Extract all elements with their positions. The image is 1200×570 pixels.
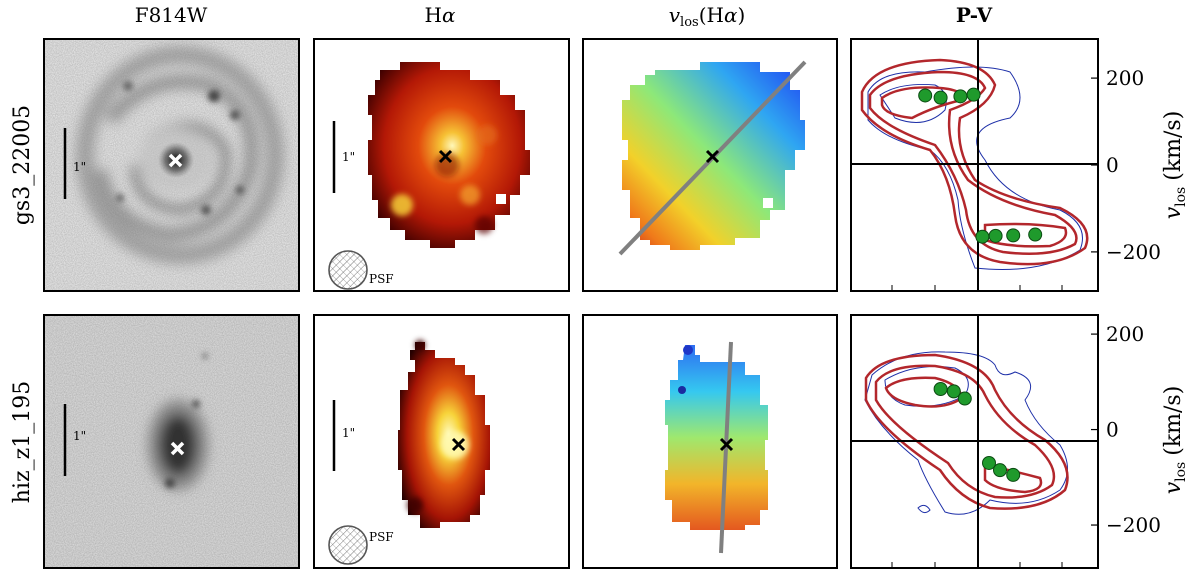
pv-data-point bbox=[1006, 467, 1021, 482]
velocity-frame-row2 bbox=[582, 314, 838, 569]
pv-data-point bbox=[1028, 227, 1043, 242]
pv-x-ticks-row1 bbox=[891, 285, 1063, 291]
pv-ylabel-unit-row1: (km/s) bbox=[1161, 111, 1186, 181]
pv-ylabel-unit-row2: (km/s) bbox=[1161, 386, 1186, 456]
velocity-map-row2 bbox=[665, 345, 768, 530]
scale-label-row2-f814w: 1" bbox=[73, 429, 86, 443]
pv-y-tick-label: 0 bbox=[1106, 418, 1119, 442]
center-marker-row2-velocity bbox=[719, 437, 734, 452]
pv-ylabel-v-row2: v bbox=[1161, 481, 1186, 494]
pv-contour-data-row1 bbox=[867, 66, 1083, 270]
scale-label-row1-halpha: 1" bbox=[342, 150, 355, 164]
pv-contour-data-row2 bbox=[864, 351, 1068, 515]
pv-data-point bbox=[993, 463, 1007, 478]
pv-data-point bbox=[957, 391, 972, 406]
pv-data-point bbox=[918, 88, 933, 103]
halpha-gap-row1 bbox=[496, 194, 506, 204]
pv-diagram-row2 bbox=[850, 314, 1099, 569]
column-title-velocity-v: v bbox=[669, 3, 681, 27]
pv-contour-model-inner2-row1 bbox=[983, 222, 1068, 248]
pv-ylabel-sub-row1: los bbox=[1173, 187, 1189, 207]
pv-y-ticks-row2: 200 0 −200 bbox=[1091, 322, 1161, 537]
center-marker-row2-halpha bbox=[451, 437, 466, 452]
psf-label-row2: PSF bbox=[369, 530, 394, 544]
pv-y-tick-label: −200 bbox=[1106, 240, 1161, 264]
pv-ylabel-row2: vlos (km/s) bbox=[1161, 386, 1189, 495]
pv-points-row1 bbox=[918, 87, 1043, 244]
column-title-halpha: Hα bbox=[425, 3, 456, 27]
pv-data-point bbox=[953, 89, 968, 104]
pv-data-point bbox=[933, 90, 948, 105]
pv-x-ticks-row2 bbox=[891, 562, 1063, 568]
pv-contour-model-outer-row2 bbox=[864, 353, 1069, 510]
pv-data-point bbox=[966, 87, 981, 102]
column-title-halpha-base: H bbox=[425, 3, 442, 27]
pv-contour-model-mid-row2 bbox=[874, 364, 1056, 499]
pv-contour-model-outer-row1 bbox=[860, 58, 1089, 266]
pv-y-tick-label: 200 bbox=[1106, 322, 1144, 346]
center-marker-row1-halpha bbox=[438, 149, 453, 164]
scale-label-row2-halpha: 1" bbox=[342, 426, 355, 440]
column-title-halpha-greek: α bbox=[442, 3, 456, 27]
halpha-frame-row1 bbox=[313, 38, 570, 292]
velocity-frame-row1 bbox=[582, 38, 838, 292]
pv-data-point bbox=[933, 381, 948, 396]
center-marker-row1-f814w bbox=[168, 153, 183, 168]
pv-data-point bbox=[988, 228, 1003, 243]
kinematic-axis-row2 bbox=[719, 341, 733, 554]
column-title-velocity-sub: los bbox=[680, 15, 699, 30]
pv-points-row2 bbox=[933, 381, 1021, 482]
pv-data-point bbox=[982, 455, 996, 470]
pv-data-point bbox=[1006, 228, 1021, 243]
pv-ylabel-v-row1: v bbox=[1161, 206, 1186, 219]
velocity-gap-row1 bbox=[763, 198, 773, 208]
psf-circle-row2 bbox=[328, 525, 368, 565]
f814w-panel-frame-row1 bbox=[43, 38, 300, 292]
column-title-velocity-greek: α bbox=[724, 3, 738, 27]
velocity-pixel-row2 bbox=[683, 345, 693, 355]
column-title-velocity-close: ) bbox=[737, 3, 745, 27]
pv-diagram-row1 bbox=[850, 38, 1099, 292]
halpha-hotspots-row2 bbox=[407, 340, 469, 513]
velocity-pixel2-row2 bbox=[678, 386, 686, 394]
pv-y-tick-label: 0 bbox=[1106, 153, 1119, 177]
center-marker-row2-f814w bbox=[170, 441, 185, 456]
center-marker-row1-velocity bbox=[705, 149, 720, 164]
column-title-velocity-paren: (H bbox=[699, 3, 724, 27]
halpha-map-row2 bbox=[398, 342, 490, 528]
column-title-f814w: F814W bbox=[135, 3, 208, 27]
row-label-gs3-22005: gs3_22005 bbox=[10, 105, 35, 225]
f814w-image-row2 bbox=[44, 315, 299, 568]
row-label-hiz-z1-195: hiz_z1_195 bbox=[10, 381, 35, 503]
psf-label-row1: PSF bbox=[369, 272, 394, 286]
pv-contour-model-mid-row1 bbox=[868, 70, 1078, 256]
column-title-pv: P-V bbox=[956, 3, 993, 27]
psf-circle-row1 bbox=[328, 250, 368, 290]
f814w-panel-frame-row2 bbox=[43, 314, 300, 569]
pv-data-point bbox=[975, 229, 990, 244]
pv-data-point bbox=[946, 384, 961, 399]
pv-y-tick-label: 200 bbox=[1106, 66, 1144, 90]
scale-label-row1-f814w: 1" bbox=[73, 160, 86, 174]
pv-y-ticks-row1: 200 0 −200 bbox=[1091, 66, 1161, 264]
column-title-velocity: vlos(Hα) bbox=[669, 3, 746, 30]
pv-contour-data-blob-row2 bbox=[917, 504, 931, 514]
halpha-frame-row2 bbox=[313, 314, 570, 569]
pv-y-tick-label: −200 bbox=[1106, 513, 1161, 537]
pv-ylabel-row1: vlos (km/s) bbox=[1161, 111, 1189, 220]
pv-ylabel-sub-row2: los bbox=[1173, 462, 1189, 482]
